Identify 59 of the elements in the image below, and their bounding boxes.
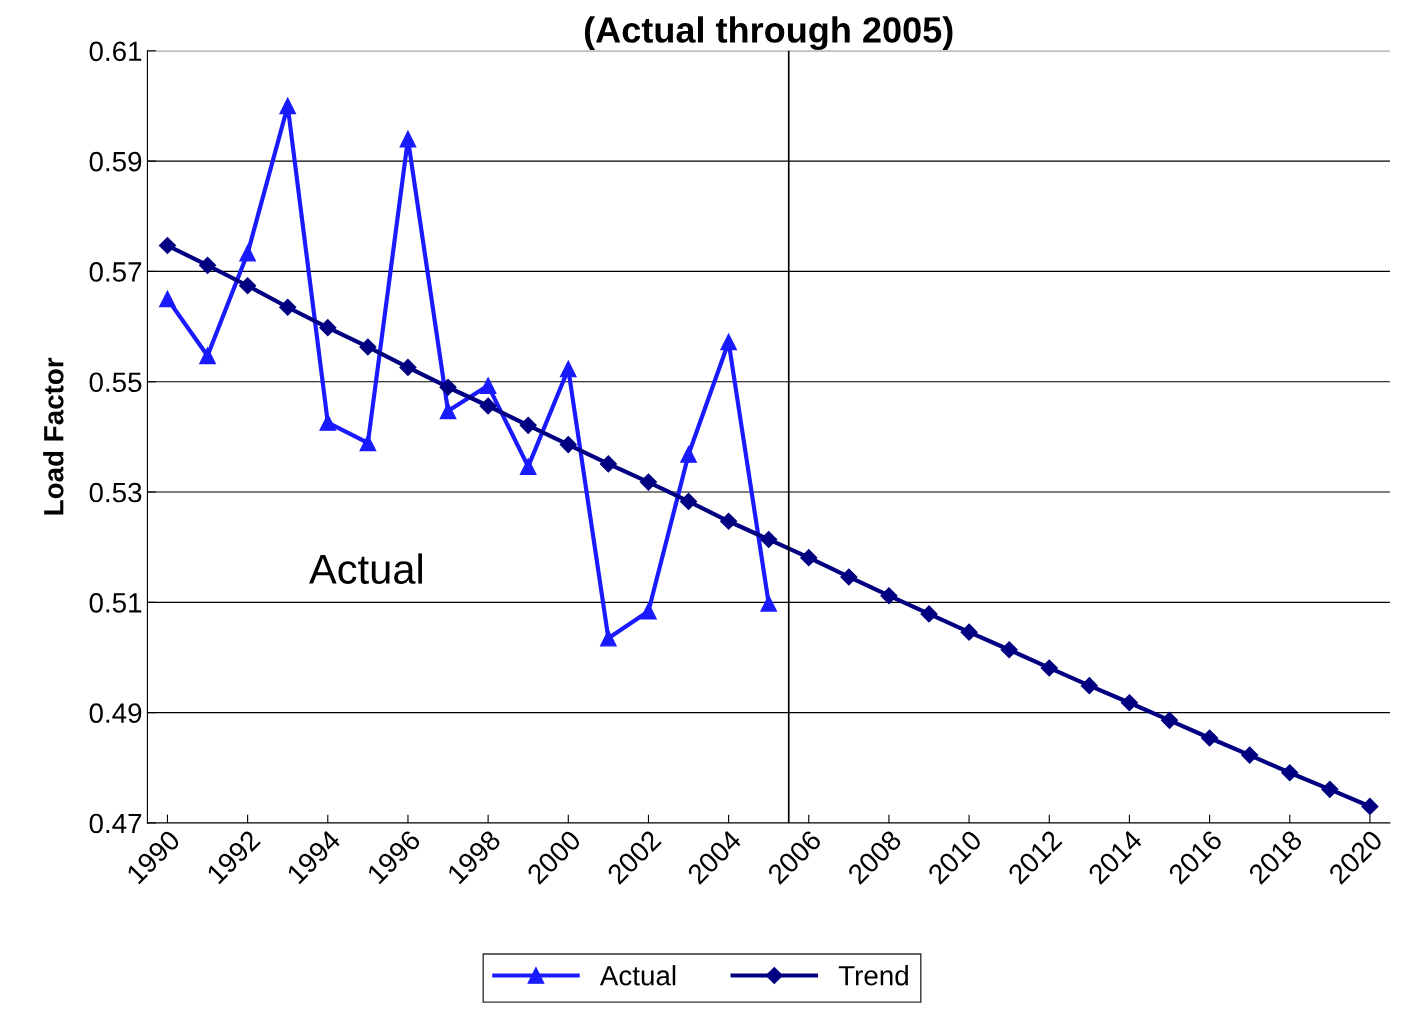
point xyxy=(1201,729,1219,747)
point xyxy=(158,236,177,255)
y-tick-label: 0.55 xyxy=(89,372,142,393)
point xyxy=(1160,711,1179,729)
y-tick-label: 0.57 xyxy=(89,262,142,282)
y-tick-label: 0.61 xyxy=(89,41,142,62)
point xyxy=(880,587,898,605)
point xyxy=(679,492,698,510)
y-tick-label: 0.49 xyxy=(89,703,142,723)
point xyxy=(1281,764,1299,782)
point xyxy=(760,595,778,612)
point xyxy=(519,416,537,434)
point xyxy=(519,458,537,475)
point xyxy=(840,568,858,586)
legend-label: Trend xyxy=(838,965,908,986)
point xyxy=(319,414,337,431)
point xyxy=(399,358,417,376)
y-axis-title: Load Factor xyxy=(43,357,64,515)
point xyxy=(439,378,457,396)
point xyxy=(1120,694,1138,712)
point xyxy=(559,360,577,378)
point xyxy=(720,333,737,351)
y-tick-label: 0.51 xyxy=(89,593,142,613)
point xyxy=(559,436,577,454)
point xyxy=(279,298,297,316)
chart-title: (Actual through 2005) xyxy=(584,16,953,51)
y-tick-label: 0.59 xyxy=(89,151,142,172)
point xyxy=(1000,641,1018,659)
annotation: Actual xyxy=(309,553,422,584)
point xyxy=(680,446,697,463)
y-tick-label: 0.53 xyxy=(89,482,142,503)
point xyxy=(1241,746,1259,764)
point xyxy=(1040,659,1058,677)
point xyxy=(920,605,938,623)
point xyxy=(279,97,297,115)
point xyxy=(239,277,257,295)
point xyxy=(399,130,417,148)
point xyxy=(319,319,337,337)
point xyxy=(159,290,176,308)
point xyxy=(439,402,457,420)
point xyxy=(1361,797,1379,815)
point xyxy=(359,338,377,356)
point xyxy=(760,530,778,549)
point xyxy=(960,623,978,641)
legend-label: Actual xyxy=(599,965,676,986)
point xyxy=(359,434,377,452)
point xyxy=(600,629,617,647)
point xyxy=(640,602,657,620)
point xyxy=(479,377,497,394)
point xyxy=(199,347,216,365)
point xyxy=(1080,677,1098,695)
point xyxy=(198,256,217,274)
point xyxy=(239,244,256,262)
point xyxy=(1321,780,1339,798)
point xyxy=(639,473,657,491)
point xyxy=(599,455,617,473)
point xyxy=(720,512,738,530)
point xyxy=(800,549,818,567)
point xyxy=(479,397,497,415)
